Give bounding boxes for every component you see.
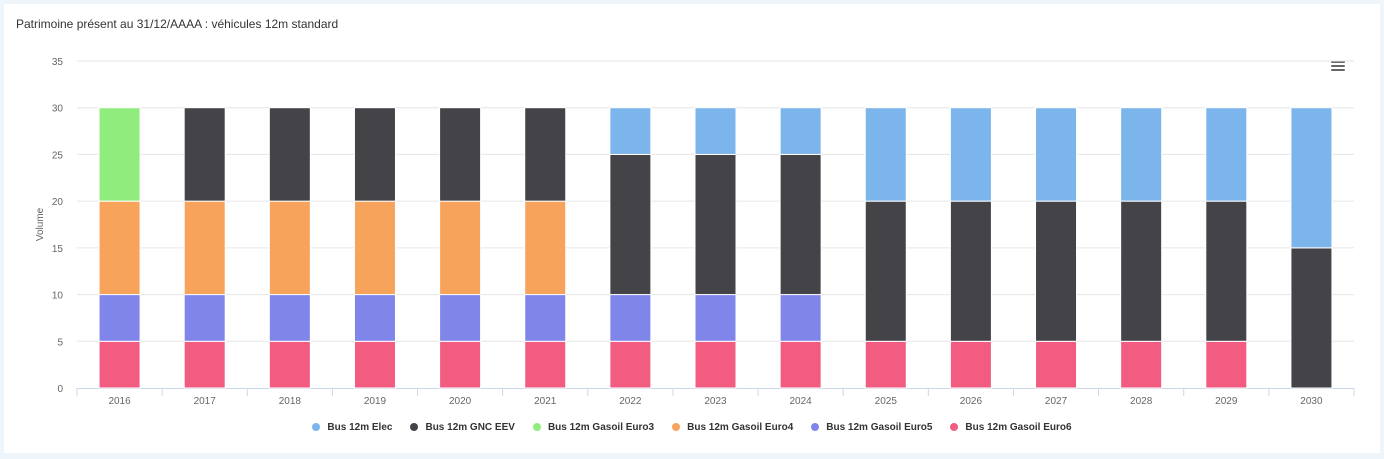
bar-bus-12m-gnc-eev-2029 bbox=[1205, 200, 1248, 342]
legend-label: Bus 12m Elec bbox=[327, 421, 393, 433]
x-tick-label: 2026 bbox=[960, 396, 983, 407]
legend-label: Bus 12m Gasoil Euro3 bbox=[547, 421, 655, 433]
bar-bus-12m-elec-2022 bbox=[609, 107, 652, 155]
x-tick-label: 2017 bbox=[194, 396, 217, 407]
legend-label: Bus 12m GNC EEV bbox=[425, 421, 515, 433]
bar-bus-12m-gnc-eev-2019 bbox=[353, 107, 396, 202]
bar-bus-12m-gnc-eev-2030 bbox=[1290, 247, 1333, 389]
bar-bus-12m-gnc-eev-2021 bbox=[524, 107, 567, 202]
legend-label: Bus 12m Gasoil Euro6 bbox=[965, 421, 1072, 433]
legend-marker bbox=[950, 423, 959, 431]
x-tick-label: 2024 bbox=[790, 396, 813, 407]
bar-bus-12m-gasoil-euro6-2025 bbox=[864, 340, 907, 389]
bar-bus-12m-gasoil-euro4-2018 bbox=[268, 200, 311, 296]
legend-marker bbox=[312, 423, 321, 431]
bar-bus-12m-gasoil-euro6-2029 bbox=[1205, 340, 1248, 389]
bar-bus-12m-gasoil-euro5-2022 bbox=[609, 294, 652, 342]
x-tick-label: 2022 bbox=[619, 396, 642, 407]
bar-bus-12m-gasoil-euro4-2017 bbox=[183, 200, 226, 296]
bar-bus-12m-elec-2025 bbox=[864, 107, 907, 202]
x-tick-label: 2023 bbox=[704, 396, 727, 407]
x-tick-label: 2018 bbox=[279, 396, 302, 407]
y-tick-label: 15 bbox=[52, 244, 64, 255]
bar-bus-12m-gnc-eev-2025 bbox=[864, 200, 907, 342]
bar-bus-12m-gasoil-euro6-2020 bbox=[439, 340, 482, 389]
bar-bus-12m-gasoil-euro5-2021 bbox=[524, 294, 567, 342]
bar-bus-12m-gasoil-euro6-2018 bbox=[268, 340, 311, 389]
legend-item[interactable]: Bus 12m Gasoil Euro5 bbox=[811, 418, 932, 436]
bar-bus-12m-gasoil-euro3-2016 bbox=[98, 107, 141, 202]
legend-marker bbox=[532, 423, 541, 431]
bar-bus-12m-gasoil-euro6-2023 bbox=[694, 340, 737, 389]
bar-bus-12m-gasoil-euro5-2016 bbox=[98, 294, 141, 342]
legend-item[interactable]: Bus 12m Elec bbox=[312, 418, 392, 436]
x-tick-label: 2020 bbox=[449, 396, 472, 407]
legend-item[interactable]: Bus 12m Gasoil Euro6 bbox=[950, 418, 1072, 436]
bar-bus-12m-elec-2027 bbox=[1035, 107, 1078, 202]
bar-bus-12m-gnc-eev-2022 bbox=[609, 153, 652, 296]
x-tick-label: 2019 bbox=[364, 396, 387, 407]
bar-bus-12m-gasoil-euro6-2027 bbox=[1035, 340, 1078, 389]
bar-bus-12m-elec-2029 bbox=[1205, 107, 1248, 202]
legend-label: Bus 12m Gasoil Euro4 bbox=[687, 421, 794, 433]
bar-bus-12m-gnc-eev-2024 bbox=[779, 153, 822, 296]
x-tick-label: 2021 bbox=[534, 396, 557, 407]
bar-bus-12m-gasoil-euro4-2016 bbox=[98, 200, 141, 296]
bar-bus-12m-gasoil-euro6-2016 bbox=[98, 340, 141, 389]
bar-bus-12m-gasoil-euro6-2021 bbox=[524, 340, 567, 389]
legend-label: Bus 12m Gasoil Euro5 bbox=[826, 421, 933, 433]
bar-bus-12m-gasoil-euro6-2028 bbox=[1120, 340, 1163, 389]
legend-item[interactable]: Bus 12m Gasoil Euro3 bbox=[532, 418, 655, 436]
bar-bus-12m-gasoil-euro5-2020 bbox=[439, 294, 482, 342]
chart-legend: Bus 12m Elec Bus 12m GNC EEV Bus 12m Gasoi… bbox=[0, 418, 1384, 436]
x-tick-label: 2028 bbox=[1130, 396, 1153, 407]
legend-marker bbox=[672, 423, 681, 431]
bar-bus-12m-gasoil-euro5-2017 bbox=[183, 294, 226, 342]
legend-item[interactable]: Bus 12m GNC EEV bbox=[410, 418, 515, 436]
x-tick-label: 2030 bbox=[1300, 396, 1323, 407]
bar-bus-12m-gasoil-euro5-2023 bbox=[694, 294, 737, 342]
legend-item[interactable]: Bus 12m Gasoil Euro4 bbox=[672, 418, 793, 436]
y-tick-label: 10 bbox=[52, 291, 64, 302]
bar-bus-12m-gasoil-euro5-2024 bbox=[779, 294, 822, 342]
y-axis-label: Volume bbox=[35, 207, 46, 241]
bar-bus-12m-elec-2028 bbox=[1120, 107, 1163, 202]
bar-bus-12m-gasoil-euro6-2017 bbox=[183, 340, 226, 389]
bar-bus-12m-gnc-eev-2028 bbox=[1120, 200, 1163, 342]
bar-bus-12m-elec-2023 bbox=[694, 107, 737, 155]
bar-bus-12m-gasoil-euro6-2022 bbox=[609, 340, 652, 389]
bar-bus-12m-gasoil-euro5-2019 bbox=[353, 294, 396, 342]
bar-bus-12m-elec-2026 bbox=[949, 107, 992, 202]
bar-bus-12m-gnc-eev-2020 bbox=[439, 107, 482, 202]
bar-bus-12m-gnc-eev-2026 bbox=[949, 200, 992, 342]
bar-bus-12m-gasoil-euro4-2020 bbox=[439, 200, 482, 296]
bar-bus-12m-gasoil-euro4-2019 bbox=[353, 200, 396, 296]
bar-bus-12m-gnc-eev-2017 bbox=[183, 107, 226, 202]
legend-marker bbox=[410, 423, 419, 431]
x-tick-label: 2027 bbox=[1045, 396, 1068, 407]
bar-bus-12m-gasoil-euro6-2026 bbox=[949, 340, 992, 389]
y-tick-label: 5 bbox=[57, 337, 63, 348]
chart-title: Patrimoine présent au 31/12/AAAA : véhic… bbox=[16, 17, 339, 31]
bar-bus-12m-elec-2030 bbox=[1290, 107, 1333, 249]
y-tick-label: 20 bbox=[52, 197, 64, 208]
y-tick-label: 25 bbox=[52, 150, 64, 161]
bar-bus-12m-gasoil-euro5-2018 bbox=[268, 294, 311, 342]
legend-marker bbox=[811, 423, 820, 431]
bar-bus-12m-gnc-eev-2018 bbox=[268, 107, 311, 202]
y-tick-label: 35 bbox=[52, 57, 64, 68]
x-tick-label: 2025 bbox=[875, 396, 898, 407]
bar-bus-12m-gasoil-euro6-2019 bbox=[353, 340, 396, 389]
hamburger-menu-icon[interactable] bbox=[1330, 59, 1346, 73]
bar-bus-12m-gnc-eev-2023 bbox=[694, 153, 737, 296]
y-tick-label: 30 bbox=[52, 104, 64, 115]
bar-bus-12m-gasoil-euro4-2021 bbox=[524, 200, 567, 296]
bar-bus-12m-elec-2024 bbox=[779, 107, 822, 155]
x-tick-label: 2029 bbox=[1215, 396, 1238, 407]
y-tick-label: 0 bbox=[57, 384, 63, 395]
x-tick-label: 2016 bbox=[108, 396, 131, 407]
bar-bus-12m-gnc-eev-2027 bbox=[1035, 200, 1078, 342]
bar-bus-12m-gasoil-euro6-2024 bbox=[779, 340, 822, 389]
